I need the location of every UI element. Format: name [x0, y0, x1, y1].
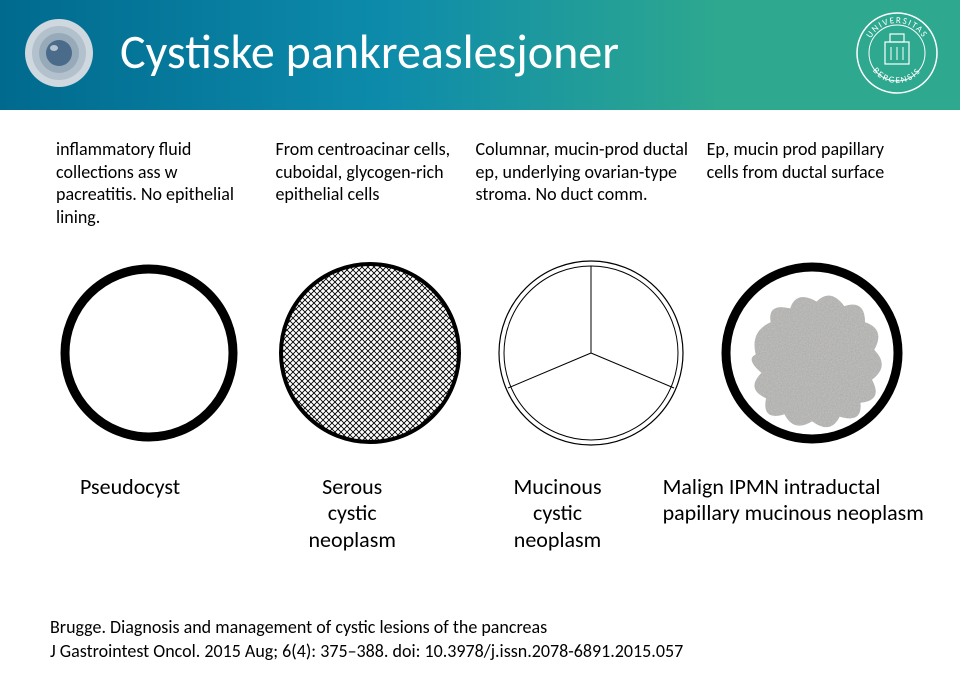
page-title: Cystiske pankreaslesjoner — [120, 22, 619, 81]
university-seal-icon: UNIVERSITAS BERGENSIS — [854, 10, 940, 101]
desc-mucinous: Columnar, mucin-prod ductal ep, underlyi… — [476, 138, 689, 228]
label-pseudocyst: Pseudocyst — [40, 474, 252, 553]
diagram-pseudocyst — [44, 261, 254, 445]
desc-pseudocyst: inflammatory fluid collections ass w pac… — [56, 138, 257, 228]
label-mucinous: Mucinous cystic neoplasm — [452, 474, 662, 553]
concentric-logo-icon — [24, 18, 94, 93]
description-row: inflammatory fluid collections ass w pac… — [0, 110, 960, 238]
citation-block: Brugge. Diagnosis and management of cyst… — [50, 616, 683, 663]
label-row: Pseudocyst Serous cystic neoplasm Mucino… — [0, 448, 960, 553]
diagram-ipmn — [707, 258, 917, 448]
citation-line1: Brugge. Diagnosis and management of cyst… — [50, 616, 683, 639]
desc-ipmn: Ep, mucin prod papillary cells from duct… — [707, 138, 910, 228]
diagram-serous — [265, 258, 475, 448]
svg-text:UNIVERSITAS: UNIVERSITAS — [864, 15, 930, 40]
svg-text:BERGENSIS: BERGENSIS — [870, 65, 923, 86]
diagram-mucinous — [486, 258, 696, 448]
label-ipmn: Malign IPMN intraductal papillary mucino… — [663, 474, 930, 553]
label-serous: Serous cystic neoplasm — [252, 474, 453, 553]
desc-serous: From centroacinar cells, cuboidal, glyco… — [275, 138, 457, 228]
citation-line2: J Gastrointest Oncol. 2015 Aug; 6(4): 37… — [50, 640, 683, 663]
diagram-row — [0, 238, 960, 448]
header-bar: Cystiske pankreaslesjoner UNIVERSITAS BE… — [0, 0, 960, 110]
